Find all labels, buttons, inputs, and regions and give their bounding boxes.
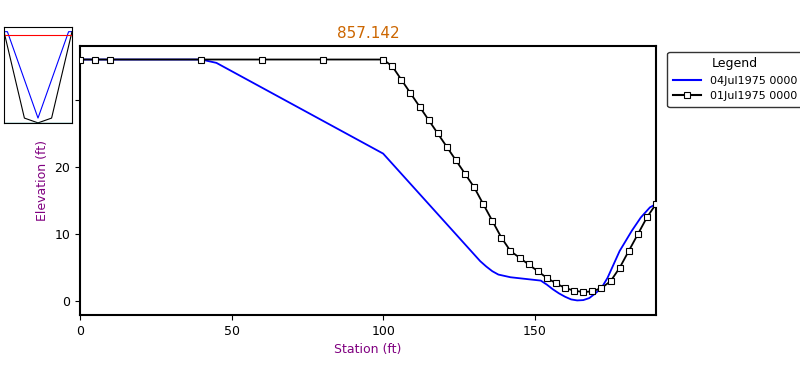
Title: 857.142: 857.142: [337, 26, 399, 41]
X-axis label: Station (ft): Station (ft): [334, 343, 402, 356]
Legend: 04Jul1975 0000, 01Jul1975 0000: 04Jul1975 0000, 01Jul1975 0000: [667, 51, 800, 107]
Y-axis label: Elevation (ft): Elevation (ft): [36, 140, 49, 221]
